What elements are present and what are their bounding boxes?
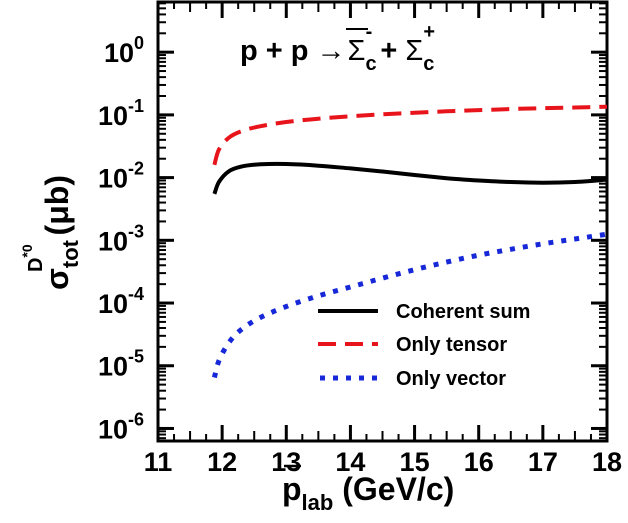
- legend-label-only-tensor: Only tensor: [396, 334, 507, 356]
- x-tick-label: 18: [592, 447, 622, 477]
- legend: Coherent sum Only tensor Only vector: [318, 301, 530, 390]
- y-axis-label: σtotD*0 (μb): [19, 175, 83, 290]
- y-tick-label: 10-5: [98, 347, 144, 382]
- x-tick-label: 13: [271, 447, 301, 477]
- plot-frame: [156, 0, 609, 443]
- x-tick-label: 14: [335, 447, 365, 477]
- legend-label-only-vector: Only vector: [396, 368, 506, 390]
- x-axis-label: plab (GeV/c): [282, 471, 454, 515]
- y-tick-label: 10-3: [98, 221, 144, 256]
- x-tick-label: 17: [528, 447, 558, 477]
- x-tick-label: 11: [144, 447, 173, 477]
- legend-label-coherent-sum: Coherent sum: [396, 301, 530, 323]
- y-tick-label: 10-1: [98, 96, 144, 131]
- chart-title: p + p →Σc- + Σc+: [240, 21, 435, 75]
- curve-only-vector: [211, 231, 608, 379]
- x-tick-label: 16: [464, 447, 494, 477]
- x-tick-label: 15: [400, 447, 430, 477]
- y-tick-label: 10-4: [98, 284, 144, 319]
- x-tick-label: 12: [207, 447, 237, 477]
- y-tick-label: 10-2: [98, 159, 144, 194]
- y-tick-label: 10-6: [98, 409, 144, 444]
- curve-coherent-sum: [212, 161, 608, 195]
- y-tick-label: 100: [104, 33, 144, 68]
- curve-only-tensor: [212, 104, 608, 166]
